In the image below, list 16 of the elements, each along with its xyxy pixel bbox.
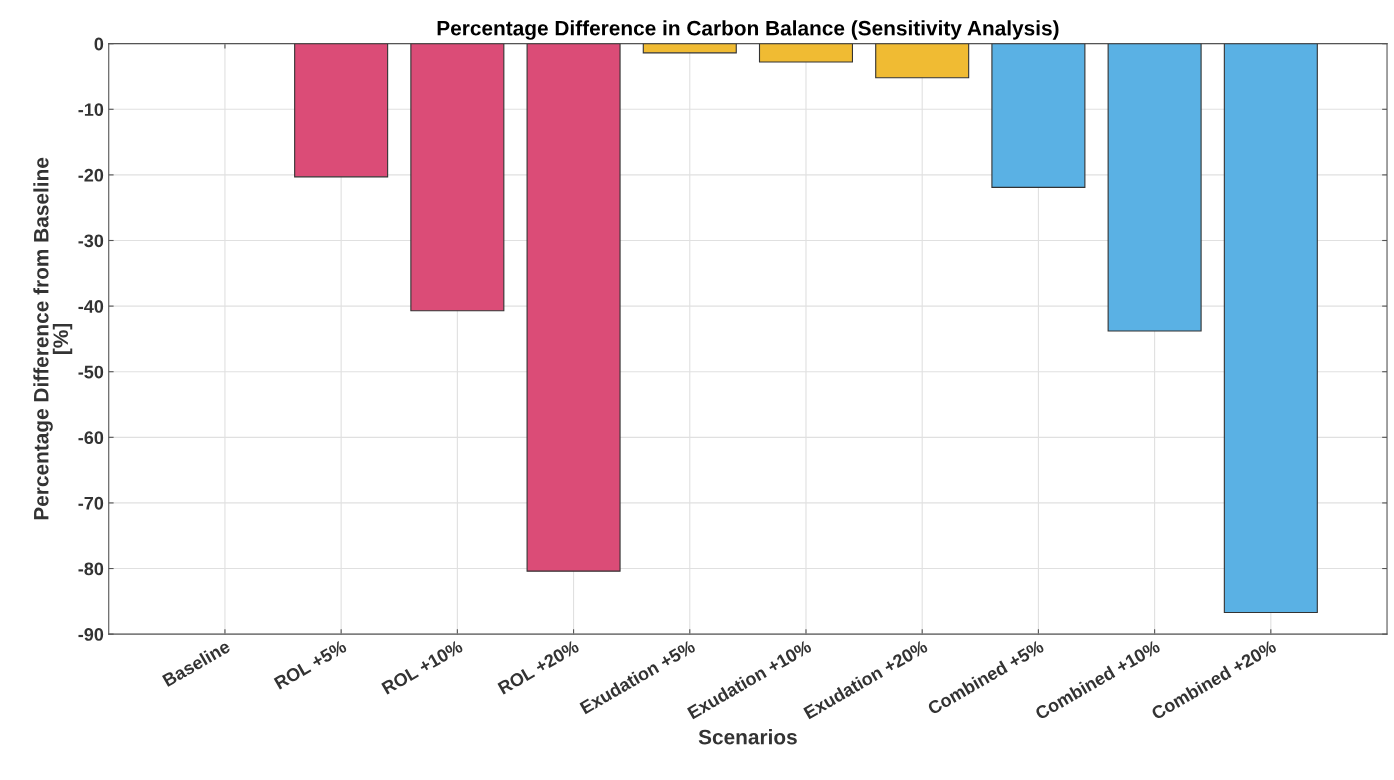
x-axis-title: Scenarios [698,729,797,745]
y-tick-label: -60 [78,431,104,445]
y-tick-label: -40 [78,300,104,313]
y-axis-title: Percentage Difference from Baseline [%] [33,157,73,520]
y-tick-label: -50 [78,365,104,379]
y-tick-label: -90 [78,628,104,641]
y-tick-label: -70 [78,496,104,510]
x-tick-label: ROL +20% [497,639,580,695]
x-tick-label: ROL +5% [273,639,348,690]
y-tick-label: -10 [78,103,104,117]
x-tick-label: ROL +10% [381,639,464,695]
chart-title: Percentage Difference in Carbon Balance (Sensitivity Analysis) [437,20,1059,40]
y-tick-label: -20 [78,168,104,182]
y-tick-label: -80 [78,562,104,576]
y-tick-label: -30 [78,234,104,248]
y-tick-label: 0 [94,37,104,51]
